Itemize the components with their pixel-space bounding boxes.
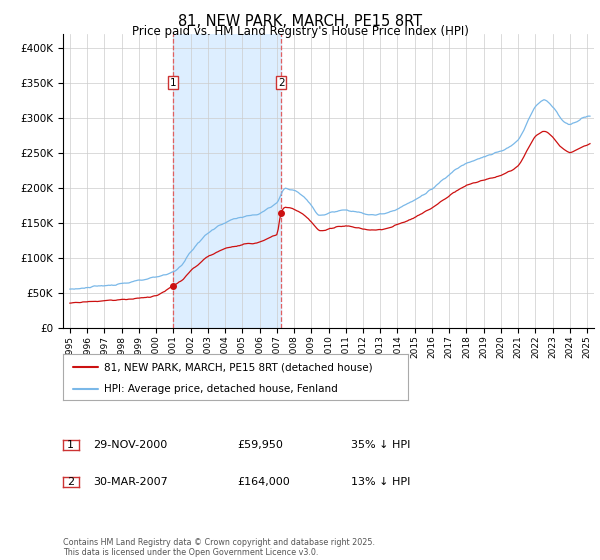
- Text: 2: 2: [67, 477, 74, 487]
- Text: 29-NOV-2000: 29-NOV-2000: [93, 440, 167, 450]
- Text: 1: 1: [67, 440, 74, 450]
- Bar: [173, 34, 281, 328]
- Text: 35% ↓ HPI: 35% ↓ HPI: [351, 440, 410, 450]
- Text: £59,950: £59,950: [237, 440, 283, 450]
- Text: 2: 2: [278, 78, 284, 87]
- Text: 1: 1: [170, 78, 176, 87]
- Text: 30-MAR-2007: 30-MAR-2007: [93, 477, 168, 487]
- Text: Price paid vs. HM Land Registry's House Price Index (HPI): Price paid vs. HM Land Registry's House …: [131, 25, 469, 38]
- Text: Contains HM Land Registry data © Crown copyright and database right 2025.
This d: Contains HM Land Registry data © Crown c…: [63, 538, 375, 557]
- Text: 13% ↓ HPI: 13% ↓ HPI: [351, 477, 410, 487]
- Text: 81, NEW PARK, MARCH, PE15 8RT (detached house): 81, NEW PARK, MARCH, PE15 8RT (detached …: [104, 362, 373, 372]
- Text: HPI: Average price, detached house, Fenland: HPI: Average price, detached house, Fenl…: [104, 384, 338, 394]
- Text: £164,000: £164,000: [237, 477, 290, 487]
- Text: 81, NEW PARK, MARCH, PE15 8RT: 81, NEW PARK, MARCH, PE15 8RT: [178, 14, 422, 29]
